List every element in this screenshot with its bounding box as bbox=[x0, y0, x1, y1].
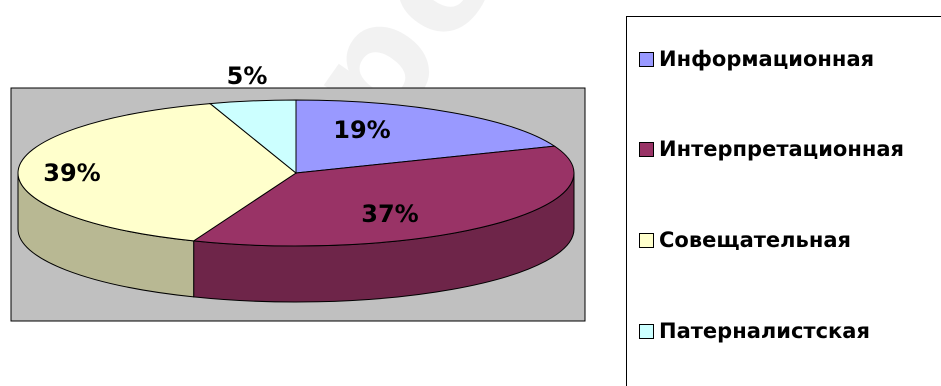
pie-slice bbox=[295, 99, 556, 174]
legend-item-informational: Информационная bbox=[639, 47, 874, 71]
pie-chart: 19% 37% 39% 5% bbox=[10, 62, 586, 322]
pie-slice bbox=[208, 99, 297, 175]
pie-value-labels: 19% 37% 39% 5% bbox=[43, 62, 418, 228]
legend-swatch bbox=[639, 141, 654, 157]
pie-value-label: 39% bbox=[43, 159, 100, 187]
pie-value-label: 37% bbox=[361, 200, 418, 228]
legend-swatch bbox=[639, 232, 654, 248]
legend: Информационная Интерпретационная Совещат… bbox=[626, 16, 941, 386]
legend-label: Патерналистская bbox=[659, 319, 870, 343]
legend-label: Информационная bbox=[659, 47, 875, 71]
legend-label: Совещательная bbox=[659, 228, 851, 252]
pie-value-label: 19% bbox=[333, 116, 390, 144]
legend-swatch bbox=[639, 51, 654, 67]
legend-item-deliberative: Совещательная bbox=[639, 228, 851, 252]
legend-item-paternalistic: Патерналистская bbox=[639, 319, 870, 343]
pie-value-label: 5% bbox=[227, 62, 268, 90]
legend-item-interpretational: Интерпретационная bbox=[639, 137, 904, 161]
legend-swatch bbox=[639, 323, 654, 339]
pie-slice bbox=[192, 145, 575, 247]
pie-slices bbox=[17, 99, 575, 303]
pie-slice bbox=[17, 103, 297, 242]
legend-label: Интерпретационная bbox=[659, 137, 905, 161]
